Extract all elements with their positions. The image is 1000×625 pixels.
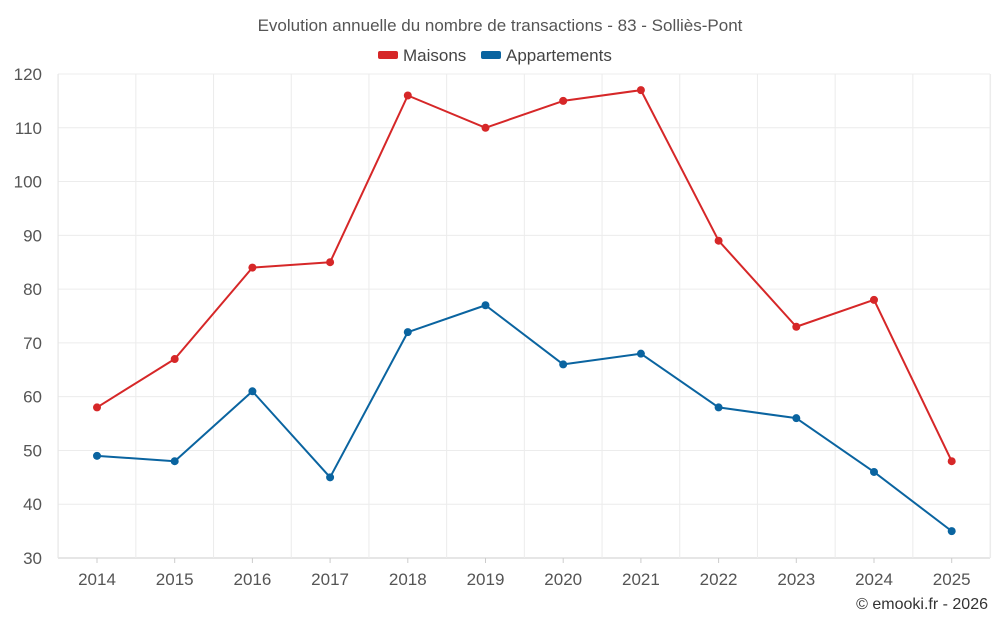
x-tick-label: 2023 bbox=[777, 570, 815, 589]
x-tick-label: 2017 bbox=[311, 570, 349, 589]
legend-swatch bbox=[481, 51, 501, 59]
legend: Maisons Appartements bbox=[378, 46, 612, 65]
y-tick-label: 40 bbox=[23, 495, 42, 514]
x-tick-label: 2021 bbox=[622, 570, 660, 589]
data-point[interactable] bbox=[403, 328, 412, 337]
data-point[interactable] bbox=[170, 355, 179, 364]
legend-item-maisons[interactable]: Maisons bbox=[378, 46, 466, 65]
legend-label: Maisons bbox=[403, 46, 466, 65]
y-tick-label: 120 bbox=[14, 65, 42, 84]
series-line bbox=[96, 304, 953, 532]
y-axis: 30 40 50 60 70 80 90 100 110 120 bbox=[14, 65, 42, 568]
grid bbox=[57, 73, 992, 559]
data-point[interactable] bbox=[870, 467, 878, 476]
data-point[interactable] bbox=[559, 360, 568, 369]
x-tick-label: 2022 bbox=[700, 570, 738, 589]
data-point[interactable] bbox=[636, 86, 645, 95]
x-tick-label: 2014 bbox=[78, 570, 116, 589]
series-line bbox=[96, 89, 953, 462]
data-point[interactable] bbox=[248, 263, 257, 272]
data-point[interactable] bbox=[326, 258, 335, 267]
data-point[interactable] bbox=[481, 301, 490, 310]
data-point[interactable] bbox=[248, 387, 257, 396]
data-point[interactable] bbox=[326, 473, 335, 482]
x-tick-label: 2025 bbox=[933, 570, 971, 589]
data-point[interactable] bbox=[792, 414, 801, 423]
x-tick-label: 2024 bbox=[855, 570, 893, 589]
data-point[interactable] bbox=[170, 457, 179, 466]
y-tick-label: 30 bbox=[23, 549, 42, 568]
legend-swatch bbox=[378, 51, 398, 59]
legend-item-appartements[interactable]: Appartements bbox=[481, 46, 612, 65]
series-appartements bbox=[93, 301, 956, 536]
data-point[interactable] bbox=[93, 451, 101, 460]
x-tick-label: 2018 bbox=[389, 570, 427, 589]
x-axis: 2014 2015 2016 2017 2018 2019 2020 2021 2022 2023… bbox=[78, 558, 971, 589]
data-point[interactable] bbox=[947, 527, 956, 536]
y-tick-label: 70 bbox=[23, 334, 42, 353]
data-point[interactable] bbox=[559, 96, 568, 105]
y-tick-label: 50 bbox=[23, 441, 42, 460]
data-point[interactable] bbox=[93, 403, 101, 412]
data-point[interactable] bbox=[714, 403, 723, 412]
data-point[interactable] bbox=[870, 295, 878, 304]
y-tick-label: 110 bbox=[15, 119, 42, 138]
series-maisons bbox=[93, 86, 956, 466]
y-tick-label: 60 bbox=[23, 388, 42, 407]
data-point[interactable] bbox=[481, 123, 490, 132]
data-point[interactable] bbox=[792, 322, 801, 331]
y-tick-label: 90 bbox=[23, 226, 42, 245]
credit-text: © emooki.fr - 2026 bbox=[856, 596, 988, 613]
x-tick-label: 2016 bbox=[233, 570, 271, 589]
data-point[interactable] bbox=[636, 349, 645, 358]
y-tick-label: 80 bbox=[23, 280, 42, 299]
series-group bbox=[93, 86, 956, 536]
chart-title: Evolution annuelle du nombre de transact… bbox=[258, 16, 743, 35]
data-point[interactable] bbox=[947, 457, 956, 466]
data-point[interactable] bbox=[714, 236, 723, 245]
x-tick-label: 2019 bbox=[467, 570, 505, 589]
x-tick-label: 2020 bbox=[544, 570, 582, 589]
legend-label: Appartements bbox=[506, 46, 612, 65]
y-tick-label: 100 bbox=[14, 173, 42, 192]
data-point[interactable] bbox=[403, 91, 412, 100]
x-tick-label: 2015 bbox=[156, 570, 194, 589]
